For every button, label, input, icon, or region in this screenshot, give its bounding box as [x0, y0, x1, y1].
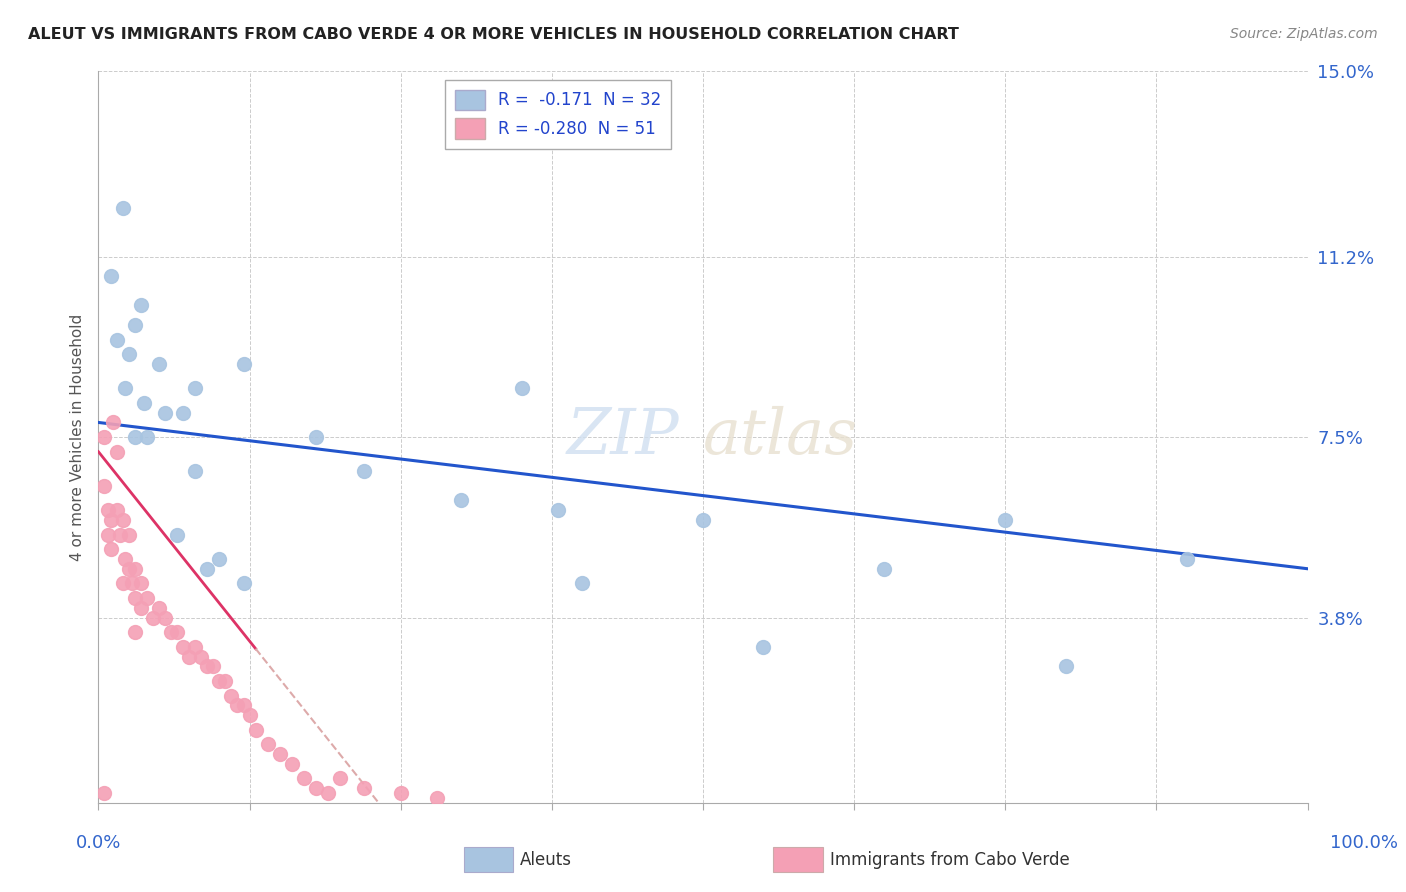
Point — [571, 576, 593, 591]
Point — [100, 513, 122, 527]
Point — [108, 527, 131, 541]
Point — [221, 689, 243, 703]
Point — [118, 347, 141, 361]
Point — [129, 298, 152, 312]
Legend: R =  -0.171  N = 32, R = -0.280  N = 51: R = -0.171 N = 32, R = -0.280 N = 51 — [444, 79, 671, 149]
Point — [214, 673, 236, 688]
Point — [124, 430, 146, 444]
Point — [208, 673, 231, 688]
Point — [547, 503, 569, 517]
Point — [118, 527, 141, 541]
Point — [134, 396, 156, 410]
Point — [232, 698, 254, 713]
Point — [111, 513, 134, 527]
Point — [752, 640, 775, 654]
Point — [1054, 659, 1077, 673]
Point — [114, 552, 136, 566]
Point — [873, 562, 896, 576]
Point — [195, 562, 218, 576]
Point — [994, 513, 1017, 527]
Point — [179, 649, 201, 664]
Point — [93, 786, 115, 800]
Point — [202, 659, 225, 673]
Text: ALEUT VS IMMIGRANTS FROM CABO VERDE 4 OR MORE VEHICLES IN HOUSEHOLD CORRELATION : ALEUT VS IMMIGRANTS FROM CABO VERDE 4 OR… — [28, 27, 959, 42]
Point — [148, 600, 170, 615]
Point — [195, 659, 218, 673]
Point — [93, 479, 115, 493]
Point — [100, 269, 122, 284]
Point — [226, 698, 249, 713]
Point — [245, 723, 267, 737]
Point — [426, 791, 449, 805]
Point — [329, 772, 352, 786]
Point — [111, 201, 134, 215]
Text: Aleuts: Aleuts — [520, 851, 572, 869]
Point — [124, 625, 146, 640]
Point — [239, 708, 262, 723]
Point — [353, 464, 375, 478]
Point — [153, 406, 176, 420]
Point — [190, 649, 212, 664]
Point — [389, 786, 412, 800]
Point — [124, 562, 146, 576]
Point — [305, 781, 328, 796]
Point — [135, 591, 157, 605]
Point — [172, 406, 194, 420]
Text: 100.0%: 100.0% — [1330, 834, 1398, 852]
Point — [292, 772, 315, 786]
Point — [105, 503, 128, 517]
Point — [256, 737, 278, 751]
Point — [184, 381, 207, 395]
Text: Immigrants from Cabo Verde: Immigrants from Cabo Verde — [830, 851, 1070, 869]
Point — [135, 430, 157, 444]
Text: Source: ZipAtlas.com: Source: ZipAtlas.com — [1230, 27, 1378, 41]
Point — [153, 610, 176, 624]
Point — [160, 625, 183, 640]
Point — [101, 416, 124, 430]
Point — [172, 640, 194, 654]
Point — [208, 552, 231, 566]
Point — [269, 747, 291, 761]
Point — [124, 318, 146, 332]
Point — [184, 640, 207, 654]
Point — [1175, 552, 1198, 566]
Point — [142, 610, 165, 624]
Point — [105, 333, 128, 347]
Point — [97, 527, 120, 541]
Point — [692, 513, 714, 527]
Point — [121, 576, 143, 591]
Point — [111, 576, 134, 591]
Point — [305, 430, 328, 444]
Point — [129, 576, 152, 591]
Text: ZIP: ZIP — [567, 406, 679, 468]
Point — [281, 756, 304, 771]
Text: 0.0%: 0.0% — [76, 834, 121, 852]
Point — [93, 430, 115, 444]
Point — [166, 527, 188, 541]
Point — [316, 786, 339, 800]
Point — [97, 503, 120, 517]
Point — [100, 542, 122, 557]
Point — [184, 464, 207, 478]
Y-axis label: 4 or more Vehicles in Household: 4 or more Vehicles in Household — [69, 313, 84, 561]
Point — [232, 576, 254, 591]
Point — [510, 381, 533, 395]
Point — [166, 625, 188, 640]
Point — [124, 591, 146, 605]
Point — [148, 357, 170, 371]
Point — [232, 357, 254, 371]
Point — [129, 600, 152, 615]
Text: atlas: atlas — [703, 406, 858, 468]
Point — [114, 381, 136, 395]
Point — [450, 493, 472, 508]
Point — [353, 781, 375, 796]
Point — [118, 562, 141, 576]
Point — [105, 444, 128, 458]
